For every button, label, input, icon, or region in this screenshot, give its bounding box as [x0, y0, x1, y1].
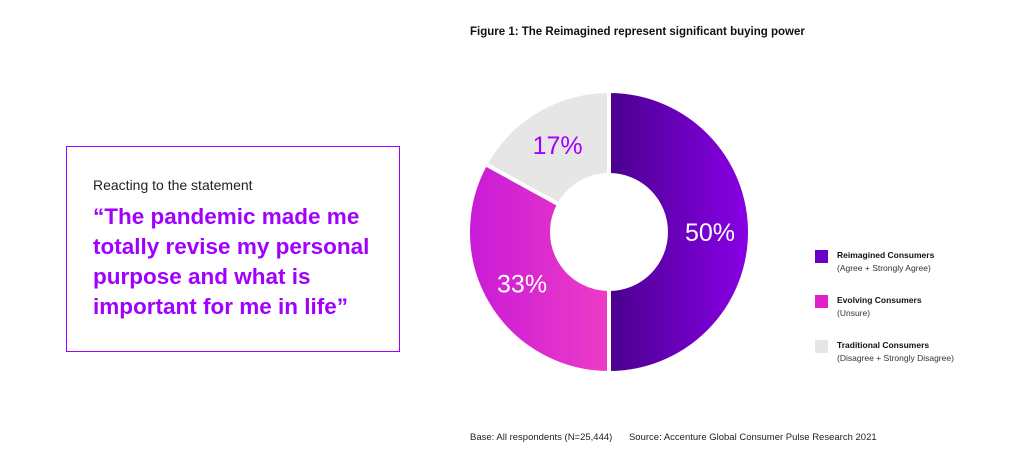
quote-intro: Reacting to the statement — [93, 177, 253, 193]
legend-swatch-evolving — [815, 295, 828, 308]
legend-sublabel-reimagined: (Agree + Strongly Agree) — [837, 263, 931, 273]
quote-box: Reacting to the statement “The pandemic … — [66, 146, 400, 352]
legend-label-traditional: Traditional Consumers — [837, 340, 930, 350]
legend-swatch-reimagined — [815, 250, 828, 263]
slice-label-evolving: 33% — [497, 270, 547, 298]
legend-label-reimagined: Reimagined Consumers — [837, 250, 935, 260]
slice-reimagined — [607, 88, 752, 376]
footnote-base: Base: All respondents (N=25,444) — [470, 432, 613, 443]
footnote-source: Source: Accenture Global Consumer Pulse … — [628, 432, 877, 443]
footnote: Base: All respondents (N=25,444) Source:… — [470, 432, 877, 443]
slice-label-reimagined: 50% — [685, 219, 735, 247]
slice-label-traditional: 17% — [533, 132, 583, 160]
legend-sublabel-traditional: (Disagree + Strongly Disagree) — [837, 353, 954, 363]
slice-traditional — [482, 88, 611, 208]
figure-title: Figure 1: The Reimagined represent signi… — [470, 26, 805, 38]
legend-sublabel-evolving: (Unsure) — [837, 308, 871, 318]
slice-evolving — [466, 161, 611, 376]
legend-label-evolving: Evolving Consumers — [837, 295, 922, 305]
quote-text: “The pandemic made me totally revise my … — [93, 204, 370, 319]
legend-swatch-traditional — [815, 340, 828, 353]
